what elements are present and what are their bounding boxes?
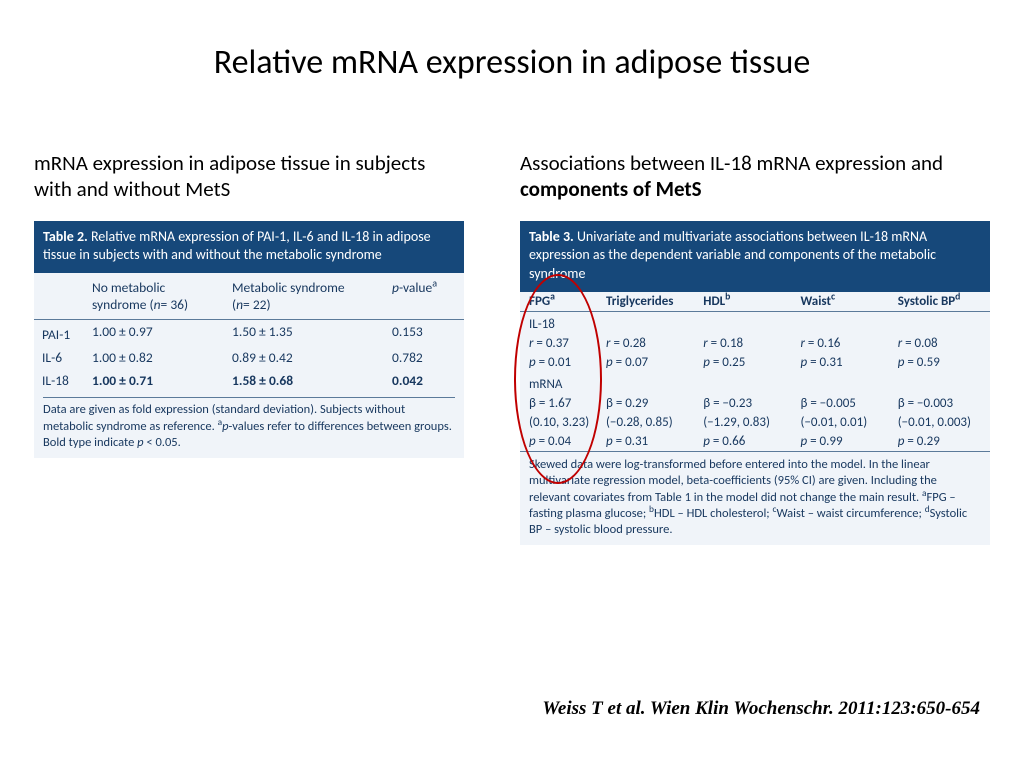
left-subtitle: mRNA expression in adipose tissue in sub… [34, 150, 464, 203]
t3-cell: p = 0.29 [893, 432, 990, 452]
t3-cell: r = 0.16 [796, 334, 893, 353]
t2-pval: 0.153 [384, 320, 464, 347]
t3-cell: p = 0.07 [601, 353, 698, 372]
t3-sec1-label: IL-18 [520, 312, 601, 335]
right-panel: Associations between IL-18 mRNA expressi… [520, 150, 990, 545]
t3-cell: β = −0.005 [796, 394, 893, 413]
t3-sec2-label: mRNA [520, 372, 601, 394]
t3-cell: (−0.01, 0.003) [893, 413, 990, 432]
right-subtitle: Associations between IL-18 mRNA expressi… [520, 150, 990, 203]
t3-h3: HDLb [698, 292, 795, 312]
t3-cell: p = 0.01 [520, 353, 601, 372]
t3-h1: FPGa [520, 292, 601, 312]
t3-h2: Triglycerides [601, 292, 698, 312]
t2-mets: 0.89 ± 0.42 [224, 346, 384, 369]
t2-pval: 0.782 [384, 346, 464, 369]
t3-cell: (−0.28, 0.85) [601, 413, 698, 432]
table2-row: PAI-11.00 ± 0.971.50 ± 1.350.153 [34, 320, 464, 347]
t2-gene: IL-18 [34, 369, 84, 392]
left-panel: mRNA expression in adipose tissue in sub… [34, 150, 464, 458]
t3-cell: (−1.29, 0.83) [698, 413, 795, 432]
t3-cell: r = 0.08 [893, 334, 990, 353]
t2-h2: No metabolic syndrome (n= 36) [84, 273, 224, 320]
t2-pval: 0.042 [384, 369, 464, 392]
t3-cell: β = −0.003 [893, 394, 990, 413]
t3-cell: p = 0.99 [796, 432, 893, 452]
t3-cell: p = 0.25 [698, 353, 795, 372]
t2-nomets: 1.00 ± 0.97 [84, 320, 224, 347]
t2-h3: Metabolic syndrome (n= 22) [224, 273, 384, 320]
citation: Weiss T et al. Wien Klin Wochenschr. 201… [542, 698, 980, 720]
t2-mets: 1.50 ± 1.35 [224, 320, 384, 347]
t2-gene: IL-6 [34, 346, 84, 369]
table2-footnote: Data are given as fold expression (stand… [34, 392, 464, 458]
table2-row: IL-61.00 ± 0.820.89 ± 0.420.782 [34, 346, 464, 369]
t3-h4: Waistc [796, 292, 893, 312]
t3-cell: p = 0.31 [796, 353, 893, 372]
t3-cell: p = 0.31 [601, 432, 698, 452]
t3-cell: r = 0.28 [601, 334, 698, 353]
t3-cell: (0.10, 3.23) [520, 413, 601, 432]
t3-cell: p = 0.59 [893, 353, 990, 372]
t2-mets: 1.58 ± 0.68 [224, 369, 384, 392]
table2-body: No metabolic syndrome (n= 36) Metabolic … [34, 273, 464, 458]
table2-title: Table 2. Relative mRNA expression of PAI… [34, 221, 464, 274]
t3-cell: p = 0.04 [520, 432, 601, 452]
t3-cell: β = 0.29 [601, 394, 698, 413]
t3-cell: (−0.01, 0.01) [796, 413, 893, 432]
slide-title: Relative mRNA expression in adipose tiss… [0, 42, 1024, 83]
t3-cell: β = −0.23 [698, 394, 795, 413]
table3: FPGa Triglycerides HDLb Waistc Systolic … [520, 292, 990, 452]
t2-h4: p-valuea [384, 273, 464, 320]
table3-body: FPGa Triglycerides HDLb Waistc Systolic … [520, 292, 990, 545]
t3-cell: p = 0.66 [698, 432, 795, 452]
t2-nomets: 1.00 ± 0.82 [84, 346, 224, 369]
t2-nomets: 1.00 ± 0.71 [84, 369, 224, 392]
t2-h1 [34, 273, 84, 320]
table2: No metabolic syndrome (n= 36) Metabolic … [34, 273, 464, 392]
table2-label: Table 2. [43, 228, 91, 245]
t3-cell: β = 1.67 [520, 394, 601, 413]
table2-row: IL-181.00 ± 0.711.58 ± 0.680.042 [34, 369, 464, 392]
table3-label: Table 3. [529, 228, 577, 245]
t3-cell: r = 0.18 [698, 334, 795, 353]
table3-footnote: Skewed data were log-transformed before … [520, 452, 990, 545]
t3-h5: Systolic BPd [893, 292, 990, 312]
t3-cell: r = 0.37 [520, 334, 601, 353]
table3-title: Table 3. Univariate and multivariate ass… [520, 221, 990, 293]
t2-gene: PAI-1 [34, 320, 84, 347]
